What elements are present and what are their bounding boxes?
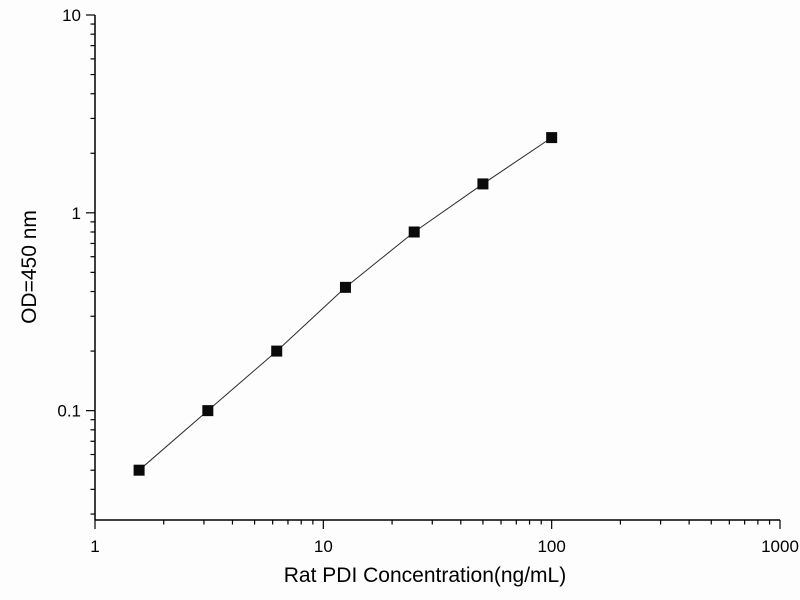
y-axis-title: OD=450 nm — [18, 210, 41, 324]
data-point-marker — [339, 281, 351, 293]
x-tick-label: 1000 — [761, 537, 799, 556]
data-point-marker — [202, 405, 214, 417]
data-point-marker — [546, 132, 558, 144]
x-tick-label: 100 — [537, 537, 565, 556]
data-point-marker — [133, 464, 145, 476]
x-axis-title: Rat PDI Concentration(ng/mL) — [283, 564, 567, 587]
y-tick-label: 0.1 — [57, 402, 81, 421]
x-tick-label: 10 — [314, 537, 333, 556]
y-tick-label: 1 — [72, 204, 81, 223]
data-point-marker — [408, 226, 420, 238]
y-tick-label: 10 — [62, 6, 81, 25]
data-point-marker — [477, 178, 489, 190]
data-point-marker — [271, 345, 283, 357]
curve-line — [138, 137, 552, 471]
x-tick-label: 1 — [90, 537, 99, 556]
